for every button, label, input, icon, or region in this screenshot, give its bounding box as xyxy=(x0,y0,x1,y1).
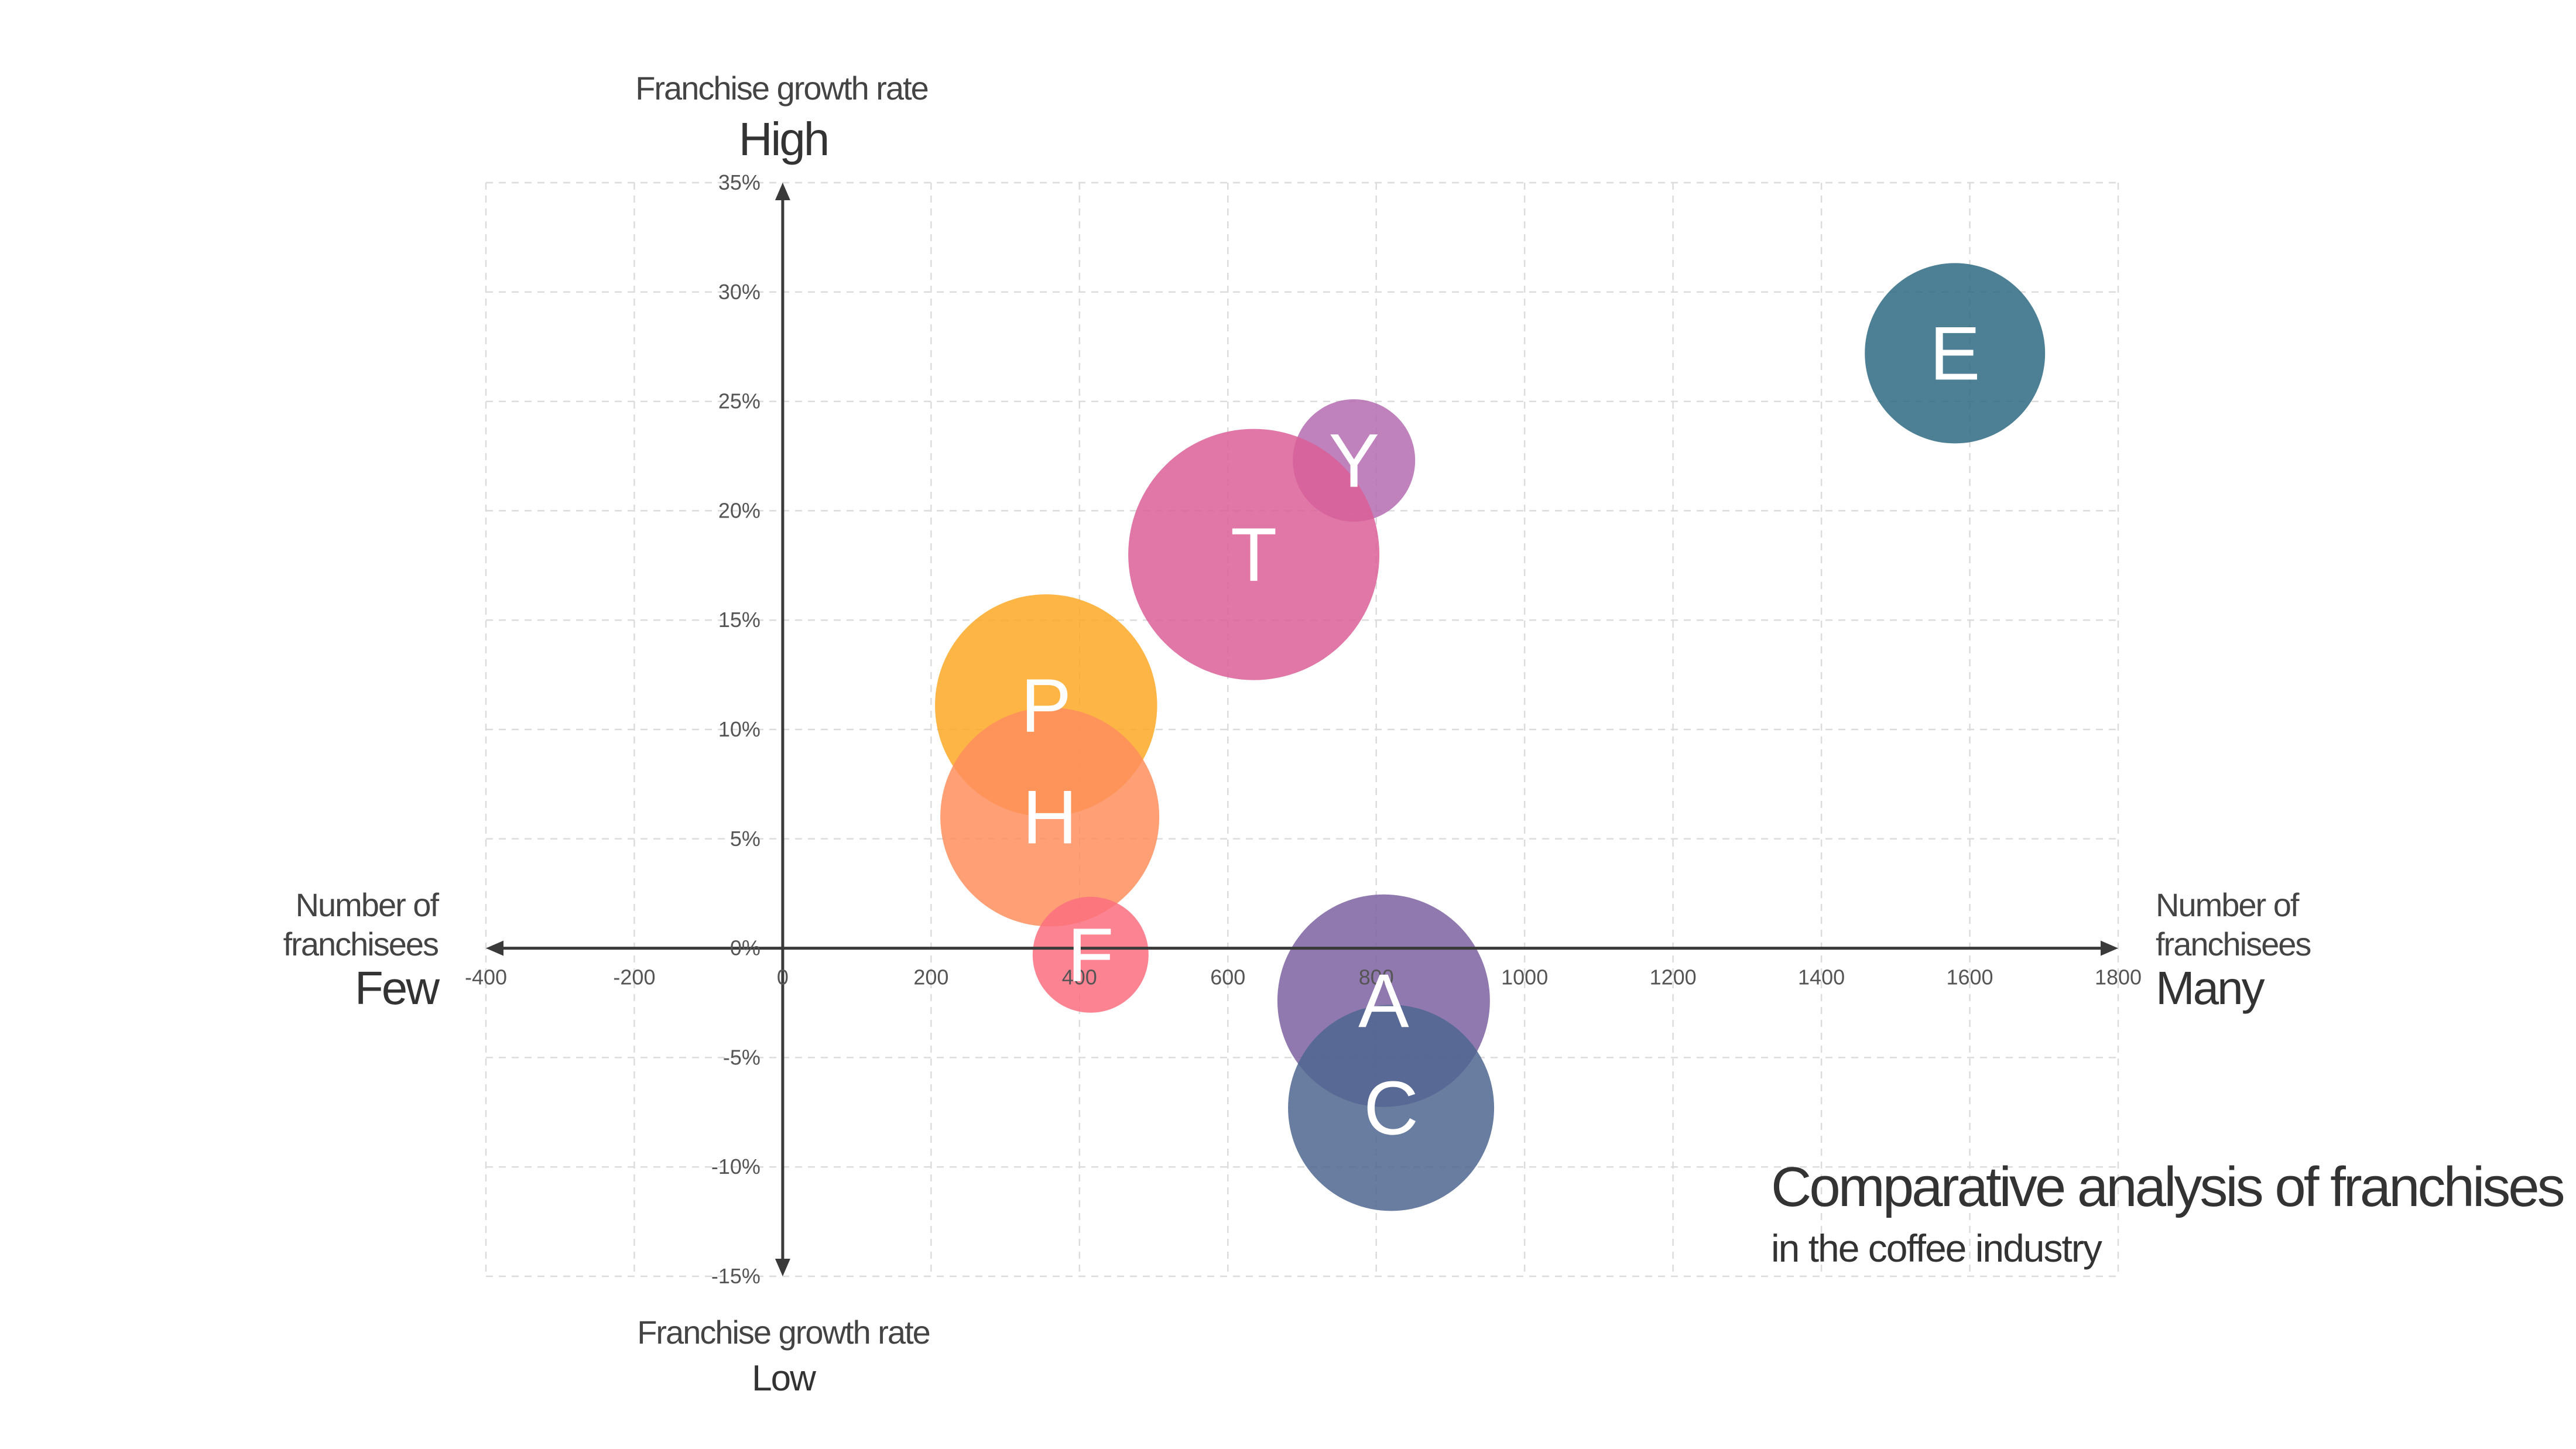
bubble-label-t: T xyxy=(1231,512,1277,597)
x-axis-arrow-right xyxy=(2101,940,2118,956)
x-tick-label: 800 xyxy=(1359,965,1394,989)
bubble-e xyxy=(1865,263,2046,444)
y-tick-label: 30% xyxy=(718,280,761,304)
y-axis-top-word: High xyxy=(739,113,828,165)
x-tick-label: 200 xyxy=(913,965,948,989)
bubble-label-p: P xyxy=(1020,663,1071,748)
x-axis-right-word: Many xyxy=(2156,962,2265,1014)
y-tick-label: 0% xyxy=(730,936,761,960)
bubble-label-h: H xyxy=(1022,774,1077,859)
bubble-label-e: E xyxy=(1930,310,1981,396)
y-tick-labels: 35% 30% 25% 20% 15% 10% 5% 0% -5% -10% -15% xyxy=(711,170,761,1288)
x-tick-label: 400 xyxy=(1062,965,1097,989)
x-tick-label: 600 xyxy=(1210,965,1245,989)
y-tick-label: 20% xyxy=(718,498,761,522)
y-axis-arrow-up xyxy=(775,183,790,200)
bubble-t xyxy=(1128,429,1380,680)
x-tick-label: -400 xyxy=(465,965,507,989)
chart-title: Comparative analysis of franchises xyxy=(1771,1156,2564,1218)
axes xyxy=(486,183,2118,1276)
y-tick-label: 35% xyxy=(718,170,761,194)
y-tick-label: -15% xyxy=(711,1264,761,1288)
bubble-h xyxy=(940,707,1160,927)
x-axis-arrow-left xyxy=(486,940,503,956)
y-tick-label: 5% xyxy=(730,827,761,851)
x-tick-label: -200 xyxy=(613,965,655,989)
bubble-labels: E YT PHF AC xyxy=(1020,310,1980,1150)
y-axis-top-label: Franchise growth rate xyxy=(635,70,928,107)
bubble-label-f: F xyxy=(1067,912,1114,998)
x-tick-label: 1800 xyxy=(2095,965,2142,989)
bubble-label-y: Y xyxy=(1328,417,1379,503)
bubble-label-a: A xyxy=(1358,958,1409,1043)
y-axis-bottom-label: Franchise growth rate xyxy=(637,1314,930,1351)
y-tick-label: 15% xyxy=(718,608,761,632)
x-axis-left-word: Few xyxy=(355,962,440,1014)
x-axis-left-label-line1: Number of xyxy=(296,886,440,923)
chart-subtitle: in the coffee industry xyxy=(1771,1227,2102,1270)
x-tick-labels: -400 -200 0 200 400 600 800 1000 1200 1400 1600 180… xyxy=(465,965,2142,989)
y-tick-label: 10% xyxy=(718,717,761,741)
x-axis-right-label-line1: Number of xyxy=(2156,886,2300,923)
y-tick-label: -10% xyxy=(711,1155,761,1179)
x-axis-left-label-line2: franchisees xyxy=(283,926,438,962)
y-tick-label: 25% xyxy=(718,389,761,413)
y-tick-label: -5% xyxy=(723,1045,761,1069)
bubble-label-c: C xyxy=(1364,1065,1419,1150)
bubble-f xyxy=(1032,896,1149,1013)
x-tick-label: 0 xyxy=(777,965,789,989)
bubbles xyxy=(935,263,2046,1211)
x-tick-label: 1600 xyxy=(1946,965,1993,989)
bubble-c xyxy=(1288,1005,1495,1211)
x-axis-right-label-line2: franchisees xyxy=(2156,926,2310,962)
x-tick-label: 1000 xyxy=(1501,965,1548,989)
x-tick-label: 1200 xyxy=(1650,965,1697,989)
y-axis-bottom-word: Low xyxy=(752,1358,816,1399)
x-tick-label: 1400 xyxy=(1798,965,1845,989)
y-axis-arrow-down xyxy=(775,1259,790,1276)
